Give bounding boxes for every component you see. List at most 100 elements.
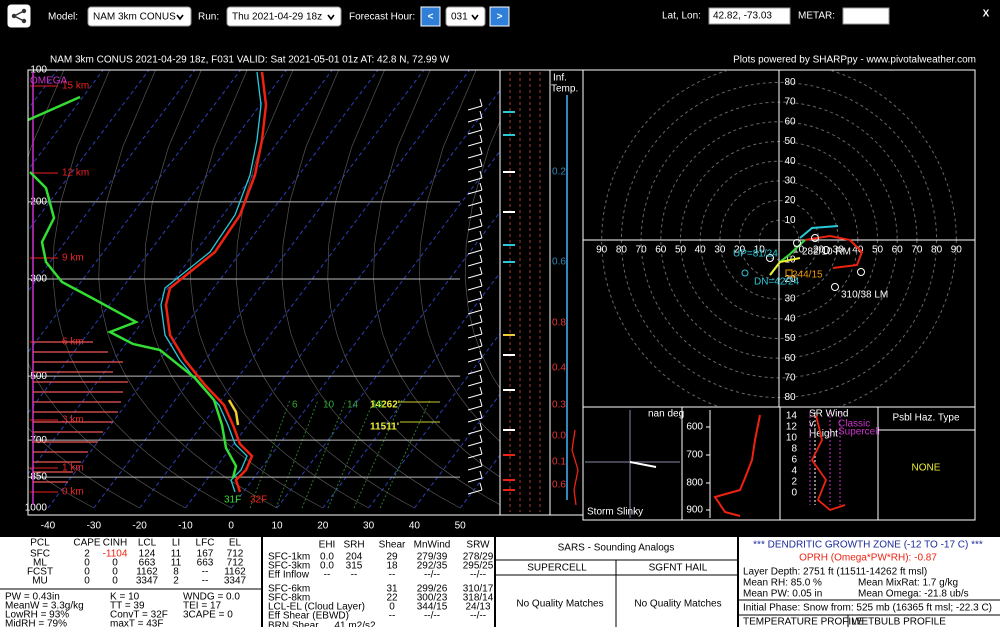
kinematic-cell: 29	[386, 552, 398, 563]
wind-barb	[467, 237, 483, 243]
hodo-ring-label: 80	[931, 245, 943, 256]
parcel-header: LFC	[196, 538, 215, 549]
hour-value: 031	[451, 12, 468, 23]
wind-barb	[467, 453, 483, 459]
kinematic-cell: 24/13	[465, 602, 490, 613]
share-button[interactable]	[7, 4, 31, 28]
hodo-ring-label: 40	[784, 313, 796, 324]
close-button[interactable]: X	[983, 9, 990, 20]
omega-label: OMEGA	[30, 76, 68, 87]
hodo-mean-wind	[785, 269, 793, 277]
model-label: Model:	[48, 12, 78, 23]
kinematic-cell: 0.0	[320, 561, 334, 572]
wind-barb	[467, 369, 483, 375]
hour-select[interactable]	[445, 6, 486, 27]
inflow-title: Inf.	[553, 73, 567, 84]
inflow-title: Temp.	[551, 84, 578, 95]
sars-hail-result: No Quality Matches	[634, 599, 721, 610]
slinky-vector	[629, 461, 657, 468]
wind-barb	[467, 213, 483, 219]
wind-barb	[467, 177, 483, 183]
inflow-label: 0.0	[552, 431, 566, 442]
kinematic-header: SRH	[343, 540, 364, 551]
wind-barb-flag	[479, 458, 483, 467]
index-cell: 3CAPE = 0	[183, 610, 233, 621]
hodo-ring-label: 70	[784, 373, 796, 384]
hodo-marker	[741, 269, 749, 277]
select-chevron	[327, 14, 335, 21]
inflow-label: 0.6	[552, 257, 566, 268]
temperature-label: -10	[178, 521, 193, 532]
dry-adiabat	[419, 70, 500, 442]
kinematic-cell: 18	[386, 561, 398, 572]
latlon-label: Lat, Lon:	[662, 11, 701, 22]
run-select[interactable]	[226, 6, 342, 27]
dgz-mean-mixrat: Mean MixRat: 1.7 g/kg	[858, 578, 958, 589]
hour-prev: <	[428, 12, 434, 23]
wind-barb-flag	[479, 182, 483, 191]
hour-next: >	[497, 12, 503, 23]
parcel-header: CAPE	[73, 538, 101, 549]
hodo-rm: 282/10 RM	[802, 247, 851, 258]
hodo-ring-label: 10	[784, 215, 796, 226]
latlon-input[interactable]	[708, 7, 791, 25]
dry-adiabat	[511, 70, 689, 508]
isotherm	[47, 70, 379, 509]
parcel-cell: 0	[84, 567, 90, 578]
wind-barb	[467, 309, 483, 315]
hour-next-button[interactable]	[489, 6, 510, 27]
parcel-cell: FCST	[27, 567, 53, 578]
temperature-label: 10	[271, 521, 283, 532]
wind-barb	[467, 417, 483, 423]
hodo-mean: 244/15	[792, 270, 823, 281]
index-cell: MeanW = 3.3g/kg	[5, 601, 84, 612]
hodo-ring-label: 10	[793, 245, 805, 256]
srwind-tick: 4	[791, 466, 797, 477]
wind-barb-flag	[479, 362, 483, 371]
wind-barb	[467, 249, 483, 255]
hodo-ring-label: 30	[714, 245, 726, 256]
parcel-cell: 0	[84, 576, 90, 587]
dgz-mean-omega: Mean Omega: -21.8 ub/s	[858, 589, 969, 600]
kinematic-cell: 279/39	[417, 552, 448, 563]
run-label: Run:	[198, 12, 219, 23]
sr-panel	[499, 69, 551, 516]
wind-barb	[467, 153, 483, 159]
wind-barb	[467, 477, 483, 483]
wind-barb-flag	[479, 230, 483, 239]
dgz-mean-rh: Mean RH: 85.0 %	[743, 578, 822, 589]
wind-barb	[467, 201, 483, 207]
hodo-ring-label: 90	[951, 245, 963, 256]
dgz-depth: Layer Depth: 2751 ft (11511-14262 ft msl…	[743, 567, 927, 578]
wind-barb	[467, 165, 483, 171]
hour-prev-button[interactable]	[420, 6, 441, 27]
dewpoint-profile	[29, 171, 238, 479]
srwind-supercell: Classic	[838, 419, 870, 430]
hodo-ring-label: 60	[655, 245, 667, 256]
pressure-label: 500	[30, 371, 47, 382]
wind-barb-flag	[479, 446, 483, 455]
parcel-header: EL	[229, 538, 242, 549]
metar-input[interactable]	[842, 7, 890, 25]
temperature-label: 50	[455, 521, 467, 532]
temperature-label: -20	[132, 521, 147, 532]
srwind-tick: 10	[786, 433, 798, 444]
latlon-value: 42.82, -73.03	[713, 11, 772, 22]
srwind-supercell: Supercell	[838, 427, 880, 438]
mixing-ratio-line	[275, 399, 319, 509]
hodo-ring-label: 70	[636, 245, 648, 256]
hodo-ring-label: 10	[754, 245, 766, 256]
kinematic-cell: 0	[389, 602, 395, 613]
kinematic-layer: BRN Shear	[268, 621, 319, 627]
dry-adiabat	[373, 70, 500, 478]
parcel-cell: 0	[84, 558, 90, 569]
parcel-cell: 0	[112, 567, 118, 578]
kinematic-header: EHI	[319, 540, 336, 551]
inflow-label: 0.2	[552, 167, 566, 178]
plot-credit: Plots powered by SHARPpy - www.pivotalwe…	[733, 55, 976, 66]
model-select[interactable]	[87, 6, 192, 27]
temperature-label: -30	[87, 521, 102, 532]
slinky-title: Storm Slinky	[587, 507, 643, 518]
temperature-label: 20	[317, 521, 329, 532]
